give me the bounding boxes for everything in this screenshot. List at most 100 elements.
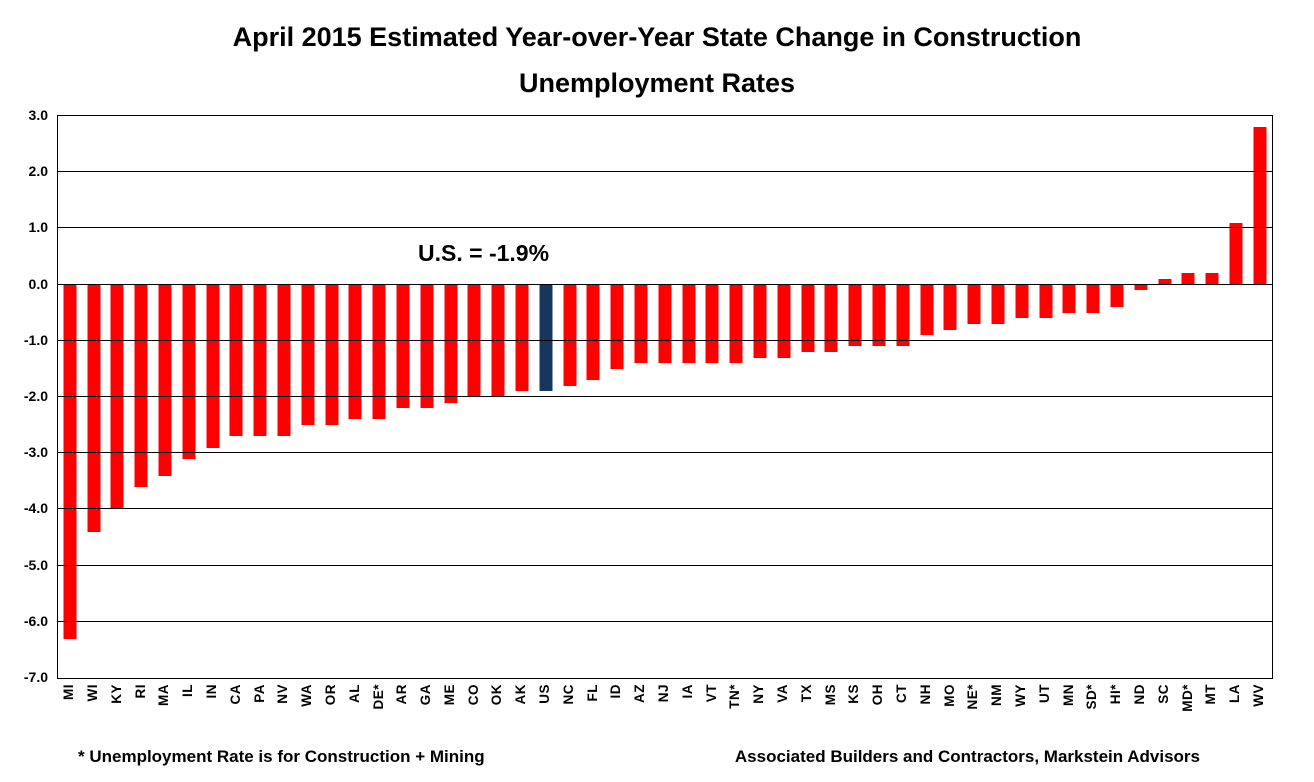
x-slot: MT [1199, 684, 1223, 746]
bar [824, 284, 838, 353]
bar [515, 284, 529, 392]
x-axis-label: RI [132, 684, 148, 699]
x-axis-label: MO [941, 684, 957, 707]
x-axis-label: MT [1203, 684, 1219, 705]
bar [753, 284, 767, 358]
gridline [58, 620, 1272, 622]
x-slot: NV [271, 684, 295, 746]
x-slot: KY [105, 684, 129, 746]
bar [658, 284, 672, 364]
x-slot: WI [81, 684, 105, 746]
x-axis-label: MI [61, 684, 77, 700]
x-axis-label: MA [156, 684, 172, 706]
bar-slot [938, 116, 962, 678]
x-slot: MS [819, 684, 843, 746]
x-slot: NE* [961, 684, 985, 746]
x-slot: MO [937, 684, 961, 746]
bar-us [539, 284, 553, 392]
x-slot: PA [247, 684, 271, 746]
x-axis-label: SD* [1084, 684, 1100, 710]
x-axis-label: CO [465, 684, 481, 706]
x-axis-label: TX [798, 684, 814, 703]
bar [729, 284, 743, 364]
x-axis-label: KY [108, 684, 124, 704]
bar [1086, 284, 1100, 313]
bar-slot [1129, 116, 1153, 678]
x-axis-label: NM [989, 684, 1005, 706]
bar [396, 284, 410, 409]
bar [1015, 284, 1029, 319]
chart-title: April 2015 Estimated Year-over-Year Stat… [0, 14, 1314, 106]
x-slot: FL [581, 684, 605, 746]
bar-slot [962, 116, 986, 678]
bar-slot [1248, 116, 1272, 678]
chart-title-line2: Unemployment Rates [518, 68, 796, 98]
bar [777, 284, 791, 358]
bar [1134, 284, 1148, 291]
bar [420, 284, 434, 409]
bar-slot [415, 116, 439, 678]
x-slot: WV [1247, 684, 1271, 746]
bar [444, 284, 458, 403]
x-slot: VA [771, 684, 795, 746]
x-slot: IN [200, 684, 224, 746]
bar-slot [1010, 116, 1034, 678]
x-slot: IA [676, 684, 700, 746]
x-slot: IL [176, 684, 200, 746]
x-slot: HI* [1104, 684, 1128, 746]
chart-title-line1: April 2015 Estimated Year-over-Year Stat… [232, 22, 1082, 52]
bar-slot [1081, 116, 1105, 678]
x-slot: MD* [1175, 684, 1199, 746]
bar-slot [201, 116, 225, 678]
x-axis-label: HI* [1108, 684, 1124, 705]
x-slot: AK [509, 684, 533, 746]
x-slot: AR [390, 684, 414, 746]
bar [229, 284, 243, 437]
bar [301, 284, 315, 426]
x-axis-label: KS [846, 684, 862, 704]
x-axis-label: OH [870, 684, 886, 706]
y-tick-label: -4.0 [23, 500, 48, 517]
gridline [58, 564, 1272, 566]
x-axis-label: AK [513, 684, 529, 705]
gridline [58, 508, 1272, 510]
x-slot: NM [985, 684, 1009, 746]
bar-slot [463, 116, 487, 678]
footer: * Unemployment Rate is for Construction … [78, 747, 1200, 767]
bar-slot [106, 116, 130, 678]
x-slot: OH [866, 684, 890, 746]
y-tick-label: -5.0 [23, 556, 48, 573]
bar [1110, 284, 1124, 308]
x-slot: MI [57, 684, 81, 746]
gridline [58, 452, 1272, 454]
bar-slot [701, 116, 725, 678]
x-axis-label: SC [1155, 684, 1171, 704]
x-slot: OK [485, 684, 509, 746]
gridline [58, 396, 1272, 397]
x-axis-label: OK [489, 684, 505, 706]
y-tick-label: -6.0 [23, 612, 48, 629]
x-axis-label: ID [608, 684, 624, 699]
bar-slot [677, 116, 701, 678]
bar-slot [1153, 116, 1177, 678]
footnote-right: Associated Builders and Contractors, Mar… [734, 747, 1200, 766]
x-slot: KS [842, 684, 866, 746]
x-slot: NC [557, 684, 581, 746]
bar-slot [344, 116, 368, 678]
bar-slot [605, 116, 629, 678]
x-slot: VT [700, 684, 724, 746]
x-slot: ID [604, 684, 628, 746]
y-tick-label: -7.0 [23, 669, 48, 685]
bar [967, 284, 981, 324]
x-slot: US [533, 684, 557, 746]
gridline [58, 171, 1272, 173]
x-axis-label: VT [703, 684, 719, 703]
bar [1229, 222, 1243, 285]
x-axis-label: OR [322, 684, 338, 706]
x-slot: MA [152, 684, 176, 746]
x-axis-label: WI [84, 684, 100, 702]
bar [348, 284, 362, 420]
bar-slot [320, 116, 344, 678]
bar [87, 284, 101, 532]
